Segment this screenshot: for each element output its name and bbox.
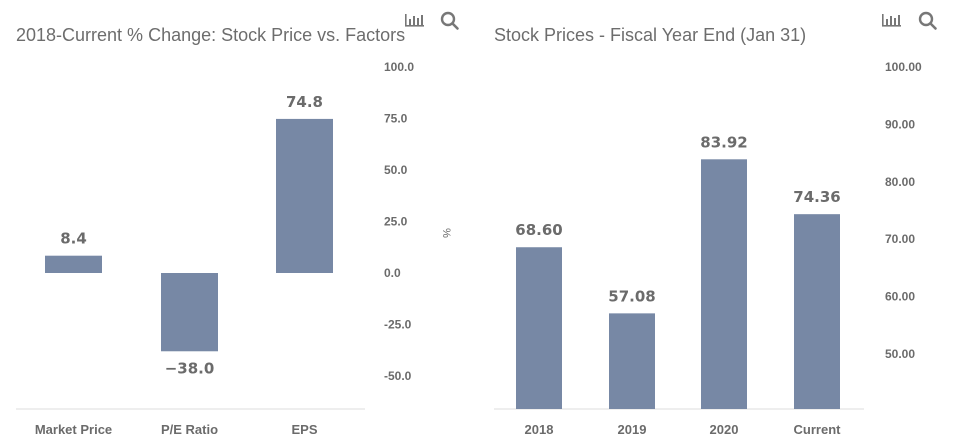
chart-left: 8.4 Market Price −38.0 P/E Ratio 74.8 EPS 100… <box>16 60 452 437</box>
data-label: 8.4 <box>60 230 87 248</box>
data-label: −38.0 <box>165 359 215 377</box>
y-tick-label: 70.00 <box>885 232 915 246</box>
bar-chart-icon[interactable] <box>403 12 425 28</box>
x-tick-label: 2018 <box>525 422 554 437</box>
bar-chart-icon[interactable] <box>880 12 902 28</box>
x-tick-label: P/E Ratio <box>161 422 218 437</box>
data-label: 83.92 <box>700 133 747 151</box>
data-label: 74.36 <box>793 188 840 206</box>
y-tick-label: 80.00 <box>885 175 915 189</box>
x-tick-label: Market Price <box>35 422 112 437</box>
y-tick-label: 0.0 <box>384 266 401 280</box>
bar-current[interactable] <box>794 214 840 409</box>
bar-market-price[interactable] <box>45 255 102 273</box>
x-tick-label: Current <box>794 422 842 437</box>
data-label: 68.60 <box>515 221 562 239</box>
chart-right: 68.60201857.08201983.92202074.36Current … <box>494 60 922 437</box>
bar-2020[interactable] <box>701 159 747 409</box>
y-axis-label: % <box>440 228 452 238</box>
bar-eps[interactable] <box>276 118 333 273</box>
chart-title-right: Stock Prices - Fiscal Year End (Jan 31) <box>494 25 807 45</box>
y-tick-label: 100.00 <box>885 60 922 74</box>
y-tick-label: 90.00 <box>885 117 915 131</box>
y-tick-label: 25.0 <box>384 215 408 229</box>
y-tick-label: 100.0 <box>384 60 414 74</box>
search-icon[interactable] <box>440 11 460 31</box>
x-tick-label: 2019 <box>618 422 647 437</box>
y-tick-label: 50.00 <box>885 347 915 361</box>
bar-p-e-ratio[interactable] <box>161 273 218 352</box>
data-label: 74.8 <box>286 93 323 111</box>
bar-2019[interactable] <box>609 313 655 409</box>
search-icon[interactable] <box>918 11 938 31</box>
data-label: 57.08 <box>608 287 655 305</box>
y-tick-label: 60.00 <box>885 290 915 304</box>
chart-title-left: 2018-Current % Change: Stock Price vs. F… <box>16 25 406 45</box>
y-tick-label: 50.0 <box>384 163 408 177</box>
y-tick-label: -50.0 <box>384 369 412 383</box>
x-tick-label: EPS <box>291 422 317 437</box>
y-tick-label: 75.0 <box>384 112 408 126</box>
y-tick-label: -25.0 <box>384 318 412 332</box>
bar-2018[interactable] <box>516 247 562 409</box>
x-tick-label: 2020 <box>710 422 739 437</box>
